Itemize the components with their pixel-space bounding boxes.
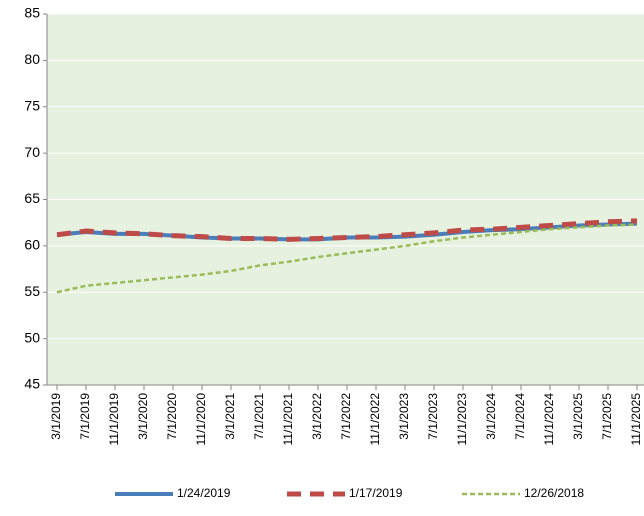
x-tick-label: 7/1/2022 — [339, 393, 353, 440]
y-tick-label: 50 — [24, 329, 40, 345]
x-tick-label: 11/1/2021 — [281, 393, 295, 446]
y-tick-label: 45 — [24, 376, 40, 392]
x-tick-label: 11/1/2019 — [107, 393, 121, 446]
line — [56, 218, 638, 242]
x-tick-label: 11/1/2023 — [455, 393, 469, 446]
x-tick-label: 3/1/2021 — [223, 393, 237, 440]
x-tick-label: 11/1/2022 — [368, 393, 382, 446]
x-tick-label: 7/1/2021 — [252, 393, 266, 440]
y-tick-label: 85 — [24, 5, 40, 21]
y-tick-label: 70 — [24, 144, 40, 160]
x-tick-label: 3/1/2022 — [310, 393, 324, 440]
x-tick-label: 7/1/2024 — [513, 393, 527, 440]
x-tick-label: 3/1/2023 — [397, 393, 411, 440]
legend-label: 1/24/2019 — [177, 486, 231, 500]
y-tick-label: 60 — [24, 237, 40, 253]
x-tick-label: 7/1/2020 — [165, 393, 179, 440]
legend-label: 1/17/2019 — [349, 486, 403, 500]
x-tick-label: 7/1/2023 — [426, 393, 440, 440]
x-tick-label: 11/1/2024 — [542, 393, 556, 446]
x-tick-label: 11/1/2025 — [629, 393, 643, 446]
x-tick-label: 3/1/2019 — [49, 393, 63, 440]
y-tick-label: 65 — [24, 190, 40, 206]
legend-label: 12/26/2018 — [524, 486, 584, 500]
y-tick-label: 80 — [24, 51, 40, 67]
x-tick-label: 3/1/2025 — [571, 393, 585, 440]
y-tick-label: 75 — [24, 97, 40, 113]
line — [56, 223, 638, 294]
x-tick-label: 3/1/2020 — [136, 393, 150, 440]
x-tick-label: 3/1/2024 — [484, 393, 498, 440]
x-tick-label: 7/1/2019 — [78, 393, 92, 440]
y-tick-label: 55 — [24, 283, 40, 299]
x-tick-label: 7/1/2025 — [600, 393, 614, 440]
x-tick-label: 11/1/2020 — [194, 393, 208, 446]
